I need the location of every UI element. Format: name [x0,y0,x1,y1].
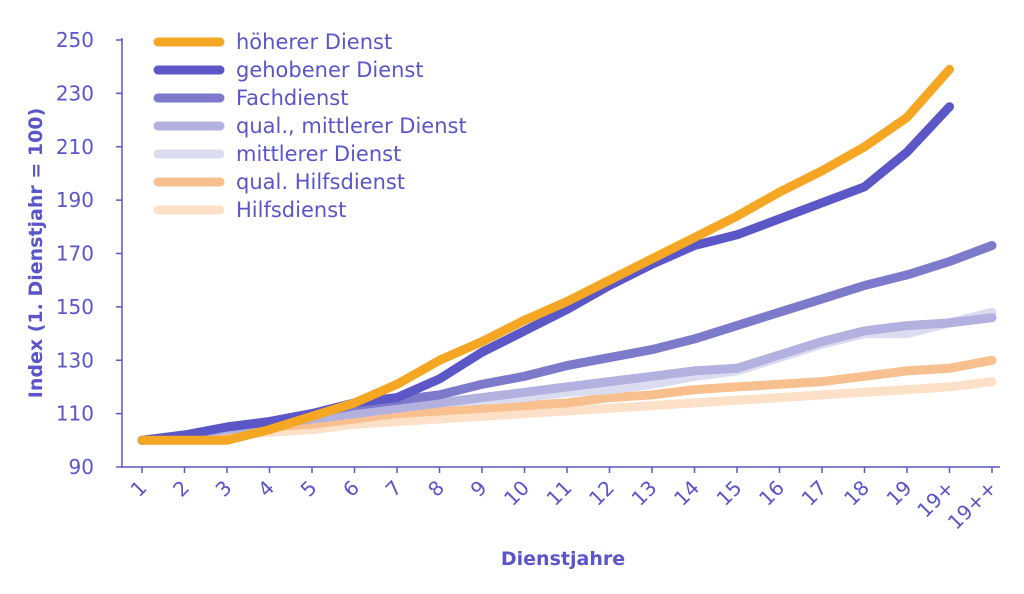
y-tick-label: 110 [56,402,94,426]
x-tick-label: 18 [839,476,874,511]
series-lines [137,64,997,445]
x-tick-label: 13 [627,476,662,511]
legend-label: mittlerer Dienst [236,142,401,166]
series-line-6 [137,377,997,445]
legend-label: qual. Hilfsdienst [236,170,405,194]
x-tick-label: 4 [253,476,279,502]
x-tick-label: 12 [584,476,619,511]
x-tick-label: 16 [754,476,789,511]
x-tick-label: 11 [542,476,577,511]
y-axis: 90 110 130 150 170 190 210 230 250 [56,28,123,479]
y-tick-label: 190 [56,188,94,212]
y-tick-label: 170 [56,242,94,266]
x-tick-label: 19++ [943,476,1002,535]
y-tick-label: 130 [56,348,94,372]
legend-label: gehobener Dienst [236,58,424,82]
x-tick-label: 8 [423,476,449,502]
x-tick-label: 10 [499,476,534,511]
x-axis-title: Dienstjahre [501,548,625,570]
series-line-1 [137,102,954,445]
y-tick-label: 230 [56,81,94,105]
x-tick-label: 3 [211,476,237,502]
x-tick-label: 6 [338,476,364,502]
legend-label: höherer Dienst [236,30,392,54]
x-tick-label: 1 [126,476,152,502]
series-line-0 [137,64,954,445]
x-tick-label: 14 [669,476,704,511]
legend-label: Fachdienst [236,86,348,110]
x-tick-label: 2 [168,476,194,502]
y-tick-label: 150 [56,295,94,319]
y-tick-label: 250 [56,28,94,52]
x-tick-label: 7 [381,476,407,502]
y-tick-label: 90 [69,455,94,479]
y-axis-title: Index (1. Dienstjahr = 100) [25,108,47,399]
x-tick-label: 5 [296,476,322,502]
y-tick-label: 210 [56,135,94,159]
legend-label: qual., mittlerer Dienst [236,114,467,138]
x-tick-label: 9 [466,476,492,502]
x-tick-label: 15 [712,476,747,511]
x-tick-label: 17 [797,476,832,511]
legend-label: Hilfsdienst [236,198,346,222]
legend: höherer Dienst gehobener Dienst Fachdienst… [153,30,467,222]
